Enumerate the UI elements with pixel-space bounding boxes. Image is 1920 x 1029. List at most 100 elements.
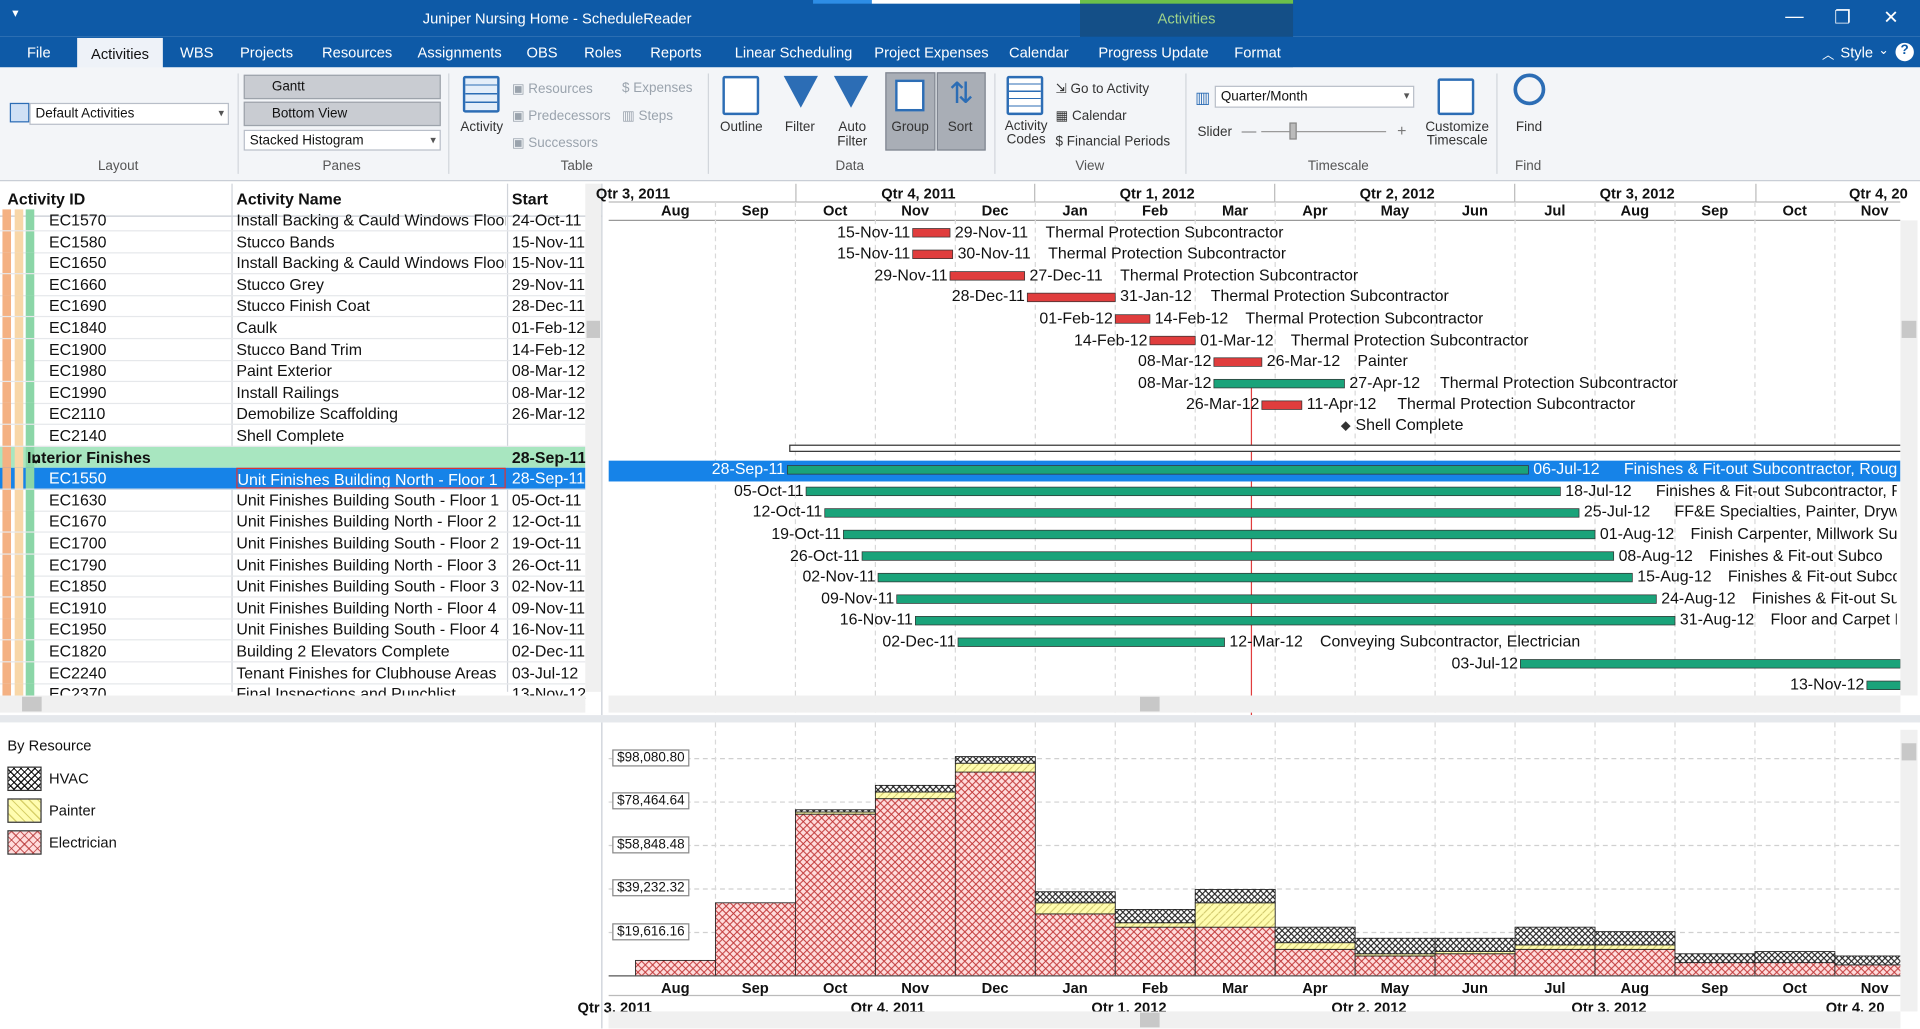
tab-obs[interactable]: OBS (526, 44, 558, 62)
table-row[interactable]: EC1650 Install Backing & Cauld Windows Fl… (0, 252, 586, 275)
sort-button[interactable] (936, 72, 986, 151)
task-bar[interactable] (1213, 357, 1263, 367)
table-row[interactable]: EC1670 Unit Finishes Building North - Flo… (0, 511, 586, 534)
table-row[interactable]: EC1630 Unit Finishes Building South - Flo… (0, 489, 586, 512)
task-bar[interactable] (1866, 680, 1901, 691)
zoom-in-icon[interactable]: + (1397, 121, 1407, 140)
collapse-icon[interactable]: ⌄ (29, 447, 43, 467)
histogram-vertical-scrollbar[interactable] (1900, 729, 1918, 1012)
go-to-activity-button[interactable]: ⇲ Go to Activity (1055, 82, 1150, 97)
resources-button[interactable]: ▣ Resources (511, 82, 593, 97)
tab-progress-update[interactable]: Progress Update (1098, 44, 1209, 62)
activity-codes-button[interactable]: Activity Codes (1004, 118, 1048, 147)
help-icon[interactable]: ? (1895, 42, 1914, 62)
task-bar[interactable] (1149, 335, 1196, 346)
table-row[interactable]: EC1820 Building 2 Elevators Complete 02-De… (0, 640, 586, 663)
task-bar[interactable] (843, 529, 1596, 540)
table-row[interactable]: EC1700 Unit Finishes Building South - Flo… (0, 532, 586, 555)
successors-button[interactable]: ▣ Successors (511, 135, 598, 151)
chevron-down-icon[interactable]: ⌄ (1878, 44, 1889, 58)
histogram-vscroll-thumb[interactable] (1901, 743, 1917, 761)
tab-assignments[interactable]: Assignments (417, 44, 502, 62)
task-bar[interactable] (949, 271, 1026, 281)
table-row[interactable]: EC1850 Unit Finishes Building South - Flo… (0, 575, 586, 598)
table-row[interactable]: EC1690 Stucco Finish Coat 28-Dec-11 (0, 295, 586, 318)
task-bar[interactable] (915, 616, 1676, 626)
tab-reports[interactable]: Reports (650, 44, 702, 62)
table-scroll-thumb[interactable] (586, 320, 601, 338)
task-bar[interactable] (787, 465, 1529, 475)
table-row[interactable]: EC2110 Demobilize Scaffolding 26-Mar-12 (0, 403, 586, 426)
table-row[interactable]: EC1950 Unit Finishes Building South - Flo… (0, 618, 586, 641)
minimize-icon[interactable]: — (1785, 6, 1804, 27)
layout-select[interactable]: Default Activities (29, 102, 229, 125)
activity-button[interactable]: Activity (460, 120, 504, 135)
timescale-select[interactable]: Quarter/Month (1214, 85, 1415, 108)
task-bar[interactable] (1213, 378, 1345, 389)
task-bar[interactable] (877, 572, 1633, 583)
predecessors-button[interactable]: ▣ Predecessors (511, 108, 611, 124)
task-bar[interactable] (805, 486, 1561, 497)
table-row[interactable]: Interior Finishes ⌄ 28-Sep-11 (0, 446, 586, 469)
pane-splitter[interactable] (0, 715, 1920, 723)
table-horizontal-scrollbar[interactable] (0, 695, 586, 713)
financial-periods-button[interactable]: $ Financial Periods (1055, 134, 1171, 150)
gantt-toggle[interactable]: Gantt (243, 74, 441, 100)
histogram-hscroll-thumb[interactable] (1140, 1012, 1160, 1028)
table-row[interactable]: EC1570 Install Backing & Cauld Windows Fl… (0, 209, 586, 232)
zoom-out-icon[interactable]: — (1241, 122, 1257, 140)
activity-codes-icon[interactable] (1006, 75, 1044, 116)
tab-roles[interactable]: Roles (584, 44, 622, 62)
filter-button[interactable]: Filter (784, 120, 815, 135)
activity-table-icon[interactable] (462, 75, 500, 113)
customize-timescale-button[interactable]: Customize Timescale (1425, 120, 1489, 149)
tab-calendar[interactable]: Calendar (1008, 44, 1069, 62)
steps-button[interactable]: ▥ Steps (622, 108, 673, 124)
table-row[interactable]: EC1990 Install Railings 08-Mar-12 (0, 381, 586, 404)
filter-icon[interactable] (783, 75, 818, 108)
task-bar[interactable] (1114, 314, 1151, 324)
column-header-start[interactable]: Start (511, 189, 549, 209)
table-row[interactable]: EC1580 Stucco Bands 15-Nov-11 (0, 230, 586, 253)
table-row[interactable]: EC2240 Tenant Finishes for Clubhouse Area… (0, 661, 586, 684)
find-icon[interactable] (1513, 73, 1546, 106)
auto-filter-button[interactable]: Auto Filter (837, 120, 868, 150)
task-bar[interactable] (824, 508, 1580, 518)
calendar-button[interactable]: ▦ Calendar (1055, 108, 1127, 124)
close-icon[interactable]: ✕ (1883, 7, 1899, 29)
timescale-slider-track[interactable] (1261, 131, 1387, 133)
style-menu[interactable]: Style (1840, 44, 1874, 62)
histogram-select[interactable]: Stacked Histogram (243, 129, 441, 151)
table-vertical-scrollbar[interactable] (585, 183, 602, 692)
customize-timescale-icon[interactable] (1437, 78, 1475, 116)
task-bar[interactable] (1261, 400, 1303, 410)
summary-bar[interactable] (789, 444, 1901, 452)
task-bar[interactable] (957, 637, 1225, 647)
task-bar[interactable] (896, 594, 1657, 604)
expenses-button[interactable]: $ Expenses (622, 80, 693, 96)
quick-access-icon[interactable]: ▾ (12, 7, 19, 21)
column-header-activity-id[interactable]: Activity ID (7, 189, 86, 209)
tab-wbs[interactable]: WBS (180, 44, 214, 62)
task-bar[interactable] (861, 551, 1615, 561)
task-bar[interactable] (912, 228, 951, 238)
gantt-vscroll-thumb[interactable] (1901, 320, 1917, 338)
table-row[interactable]: EC1660 Stucco Grey 29-Nov-11 (0, 274, 586, 297)
gantt-horizontal-scrollbar[interactable] (608, 695, 1901, 713)
table-row[interactable]: EC2140 Shell Complete (0, 424, 586, 447)
collapse-ribbon-icon[interactable]: ︿ (1822, 48, 1835, 63)
table-row[interactable]: EC1980 Paint Exterior 08-Mar-12 (0, 360, 586, 383)
histogram-horizontal-scrollbar[interactable] (608, 1011, 1901, 1029)
tab-resources[interactable]: Resources (322, 44, 393, 62)
tab-linear-scheduling[interactable]: Linear Scheduling (734, 44, 853, 62)
tab-project-expenses[interactable]: Project Expenses (874, 44, 989, 62)
milestone-marker[interactable] (1340, 421, 1351, 432)
tab-projects[interactable]: Projects (240, 44, 294, 62)
table-row[interactable]: EC1550 Unit Finishes Building North - Flo… (0, 467, 586, 491)
table-row[interactable]: EC1840 Caulk 01-Feb-12 (0, 317, 586, 340)
outline-button[interactable]: Outline (720, 120, 763, 135)
table-hscroll-thumb[interactable] (22, 696, 42, 712)
task-bar[interactable] (912, 249, 954, 259)
tab-activities[interactable]: Activities (77, 37, 163, 69)
gantt-hscroll-thumb[interactable] (1140, 696, 1160, 712)
